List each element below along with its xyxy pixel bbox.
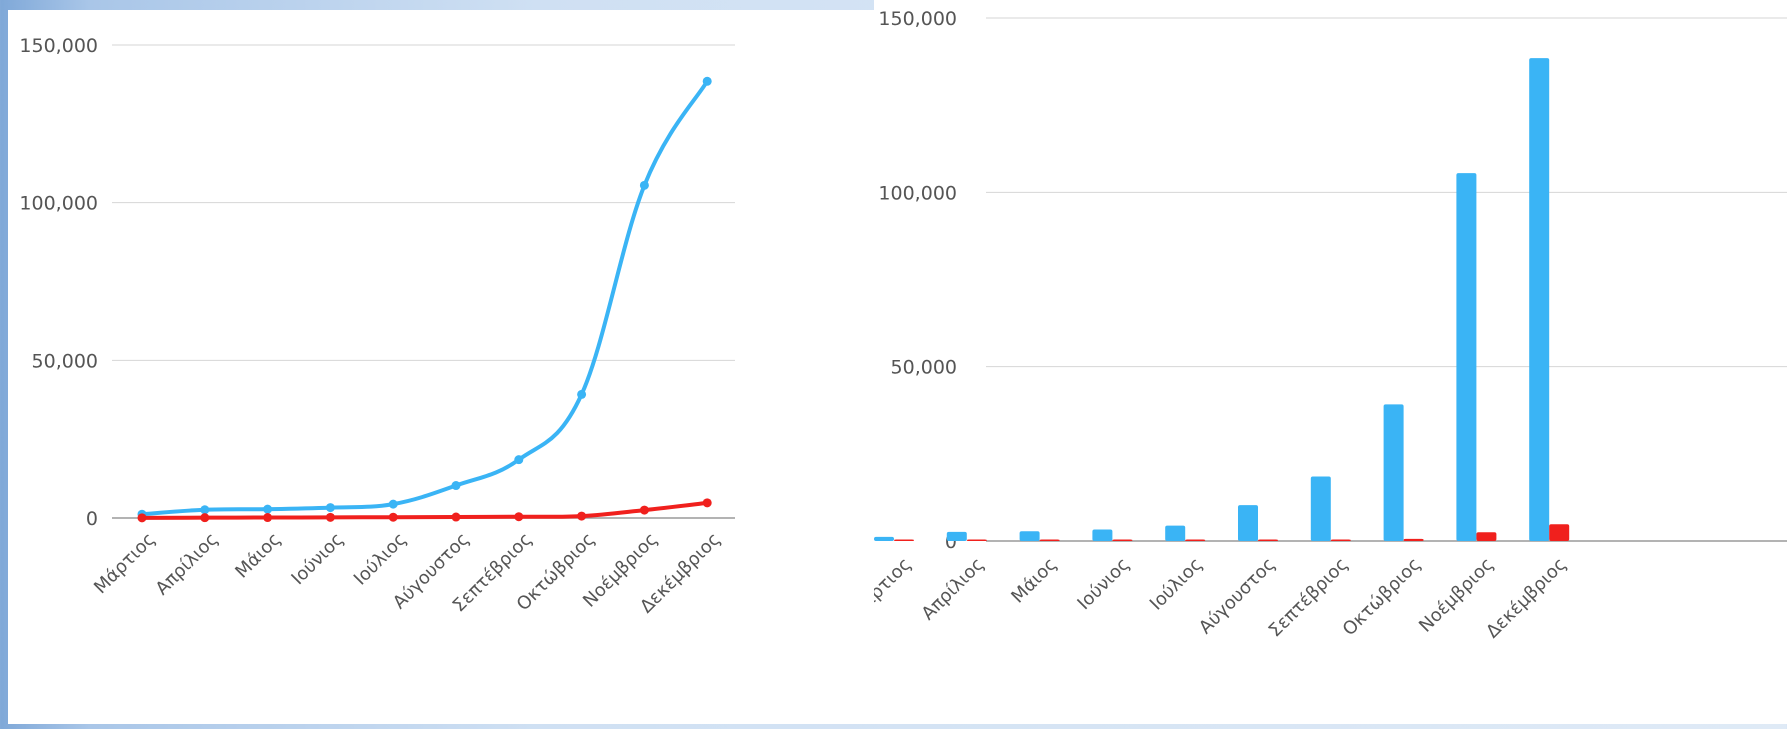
data-point — [702, 498, 712, 508]
data-point — [388, 499, 398, 509]
series-line-2 — [141, 500, 708, 520]
data-point — [702, 76, 712, 86]
data-point — [263, 513, 273, 523]
bar-series-1 — [946, 531, 967, 541]
data-point — [200, 505, 210, 515]
y-tick-label: 50,000 — [32, 350, 98, 372]
x-tick-label: Ιούνιος — [288, 529, 348, 589]
x-tick-label: Απρίλιος — [152, 529, 223, 600]
bar-series-2 — [1185, 539, 1206, 541]
x-tick-label: Μάιος — [1007, 554, 1061, 608]
y-tick-label: 150,000 — [878, 8, 957, 30]
bar-series-1 — [1092, 529, 1113, 541]
x-tick-label: Ιούλιος — [1146, 554, 1207, 615]
bar-series-2 — [1403, 538, 1424, 541]
bar-series-2 — [1039, 539, 1060, 541]
bar-series-1 — [1383, 404, 1404, 541]
data-point — [577, 511, 587, 521]
data-point — [325, 512, 335, 522]
bar-series-2 — [1549, 524, 1570, 541]
data-point — [451, 512, 461, 522]
bar-series-1 — [1456, 173, 1477, 541]
bar-series-1 — [1310, 476, 1331, 541]
x-tick-label: Μάρτιος — [874, 554, 916, 624]
x-tick-label: Ιούλιος — [350, 529, 411, 590]
y-tick-label: 100,000 — [878, 182, 957, 204]
bar-series-1 — [1165, 525, 1186, 541]
bar-series-2 — [894, 539, 914, 541]
bar-series-1 — [1238, 505, 1258, 541]
data-point — [514, 455, 524, 465]
bar-series-1 — [1529, 58, 1550, 541]
data-point — [200, 513, 210, 523]
data-point — [263, 504, 273, 514]
y-tick-label: 100,000 — [19, 193, 98, 215]
bar-series-2 — [1330, 539, 1351, 541]
x-tick-label: Ιούνιος — [1074, 554, 1134, 614]
bar-chart-panel: 0 50,000 100,000 150,000 Μάρτιος Απρίλιος Μάιο… — [846, 0, 1787, 724]
y-tick-label: 150,000 — [19, 35, 98, 57]
series-line-1 — [141, 80, 709, 517]
data-point — [639, 180, 649, 190]
data-point — [639, 505, 649, 515]
y-tick-label: 50,000 — [891, 357, 957, 379]
y-tick-label: 0 — [86, 508, 98, 530]
data-point — [514, 512, 524, 522]
x-tick-label: Οκτώβριος — [1339, 554, 1425, 640]
bar-series-2 — [966, 539, 987, 541]
data-point — [577, 389, 587, 399]
x-tick-label: Απρίλιος — [918, 554, 989, 625]
x-tick-label: Μάρτιος — [90, 529, 160, 599]
x-tick-label: Μάιος — [231, 529, 285, 583]
data-point — [325, 503, 335, 513]
bar-series-2 — [1476, 532, 1497, 541]
bar-series-2 — [1112, 539, 1133, 541]
bar-series-2 — [1258, 539, 1278, 541]
line-chart-panel: 0 50,000 100,000 150,000 Μάρτιος Απρίλιος Μάιο… — [8, 10, 874, 724]
data-point — [388, 512, 398, 522]
bar-series-1 — [874, 536, 894, 541]
bar-series-1 — [1019, 531, 1040, 541]
data-point — [451, 481, 461, 491]
data-point — [137, 513, 147, 523]
